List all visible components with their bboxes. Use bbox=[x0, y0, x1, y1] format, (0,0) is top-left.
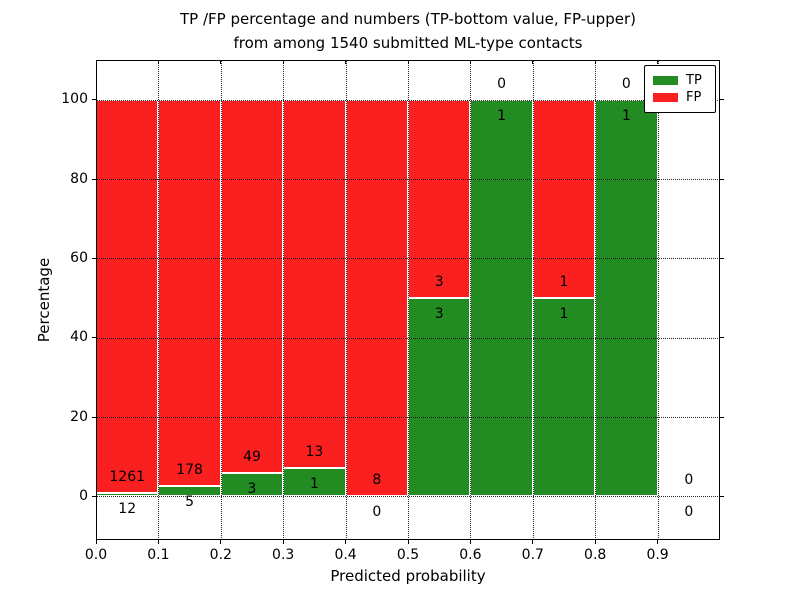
fp-count-label: 178 bbox=[176, 461, 203, 478]
fp-legend-label: FP bbox=[686, 90, 702, 105]
v-gridline bbox=[408, 60, 409, 540]
fp-bar-segment bbox=[158, 99, 221, 486]
tp-count-label: 1 bbox=[559, 306, 569, 323]
x-tick-label: 0.2 bbox=[209, 547, 232, 563]
tp-count-label: 1 bbox=[309, 476, 319, 493]
chart-title-line1: TP /FP percentage and numbers (TP-bottom… bbox=[180, 10, 636, 28]
fp-bar-segment bbox=[220, 99, 284, 474]
v-gridline bbox=[532, 60, 534, 540]
fp-bar-segment bbox=[283, 99, 346, 468]
v-gridline bbox=[220, 60, 222, 540]
x-tick-label: 0.1 bbox=[147, 547, 170, 563]
y-tick-label: 80 bbox=[70, 170, 88, 187]
fp-count-label: 1 bbox=[559, 274, 569, 291]
x-tick-label: 0.6 bbox=[459, 547, 482, 563]
v-gridline bbox=[470, 60, 472, 540]
y-tick-mark bbox=[92, 495, 96, 497]
x-tick-label: 0.5 bbox=[396, 547, 420, 563]
tp-count-label: 5 bbox=[185, 493, 195, 510]
fp-count-label: 3 bbox=[434, 274, 444, 291]
x-tick-mark bbox=[345, 540, 347, 544]
y-tick-label: 100 bbox=[61, 91, 88, 108]
x-tick-mark bbox=[220, 540, 222, 544]
fp-count-label: 13 bbox=[305, 444, 324, 461]
tp-bar-segment bbox=[283, 468, 346, 497]
tp-count-label: 1 bbox=[497, 107, 507, 124]
y-tick-label: 20 bbox=[70, 408, 88, 425]
x-tick-mark bbox=[95, 540, 97, 544]
v-gridline bbox=[595, 60, 597, 540]
y-tick-mark bbox=[92, 416, 96, 418]
fp-bar-segment bbox=[96, 99, 159, 493]
y-tick-label: 60 bbox=[70, 249, 88, 266]
y-tick-mark-right bbox=[720, 178, 724, 180]
y-tick-mark bbox=[92, 178, 96, 180]
x-tick-label: 0.7 bbox=[521, 547, 544, 563]
v-gridline bbox=[283, 60, 285, 540]
x-tick-label: 0.8 bbox=[584, 547, 607, 563]
fp-count-label: 0 bbox=[684, 472, 694, 489]
fp-count-label: 8 bbox=[372, 472, 382, 489]
bar-labels-layer: 1261 12 178 5 49 3 13 1 8 0 3 3 0 1 1 1 0 1 0 0 bbox=[96, 60, 720, 540]
bars-layer bbox=[96, 60, 720, 540]
tp-count-label: 0 bbox=[684, 504, 694, 521]
x-tick-mark bbox=[157, 540, 159, 544]
y-tick-mark-right bbox=[720, 257, 724, 259]
y-tick-mark-right bbox=[720, 99, 724, 101]
fp-count-label: 0 bbox=[497, 75, 507, 92]
tp-legend-swatch bbox=[653, 76, 678, 85]
fp-bar-segment bbox=[345, 99, 408, 497]
legend-row-fp: FP bbox=[653, 89, 707, 106]
fp-legend-swatch bbox=[653, 93, 678, 102]
grid-layer bbox=[96, 60, 720, 540]
x-tick-mark bbox=[657, 540, 659, 544]
x-tick-mark bbox=[407, 540, 409, 544]
x-axis-label: Predicted probability bbox=[330, 567, 486, 585]
y-tick-mark bbox=[92, 257, 96, 259]
x-tick-label: 0.9 bbox=[646, 547, 669, 563]
x-tick-mark bbox=[532, 540, 534, 544]
y-tick-label: 0 bbox=[79, 487, 88, 504]
tp-legend-label: TP bbox=[686, 73, 702, 88]
tp-count-label: 1 bbox=[621, 107, 631, 124]
x-tick-label: 0.0 bbox=[84, 547, 108, 563]
tp-bar-segment bbox=[595, 99, 658, 497]
y-axis-label: Percentage bbox=[35, 257, 53, 343]
y-tick-mark-right bbox=[720, 416, 724, 418]
tp-bar-segment bbox=[532, 298, 596, 497]
fp-count-label: 49 bbox=[243, 449, 261, 466]
y-tick-mark-right bbox=[720, 337, 724, 339]
x-tick-label: 0.3 bbox=[272, 547, 295, 563]
plot-area: 1261 12 178 5 49 3 13 1 8 0 3 3 0 1 1 1 0 1 0 0 TP FP bbox=[96, 60, 720, 540]
x-tick-mark bbox=[594, 540, 596, 544]
tp-count-label: 3 bbox=[434, 306, 444, 323]
tp-count-label: 3 bbox=[247, 481, 257, 498]
x-tick-label: 0.4 bbox=[334, 547, 357, 563]
fp-count-label: 1261 bbox=[109, 468, 146, 485]
fp-count-label: 0 bbox=[621, 75, 631, 92]
y-tick-mark-right bbox=[720, 495, 724, 497]
v-gridline bbox=[158, 60, 160, 540]
v-gridline bbox=[345, 60, 347, 540]
legend-row-tp: TP bbox=[653, 72, 707, 89]
chart-title: TP /FP percentage and numbers (TP-bottom… bbox=[96, 7, 720, 55]
legend: TP FP bbox=[644, 65, 716, 113]
chart-title-line2: from among 1540 submitted ML-type contac… bbox=[233, 34, 583, 52]
y-tick-label: 40 bbox=[70, 329, 88, 346]
y-tick-mark bbox=[92, 337, 96, 339]
y-tick-mark bbox=[92, 99, 96, 101]
tp-count-label: 12 bbox=[118, 500, 137, 517]
x-tick-mark bbox=[469, 540, 471, 544]
tp-count-label: 0 bbox=[372, 504, 382, 521]
x-tick-mark bbox=[282, 540, 284, 544]
v-gridline bbox=[657, 60, 659, 540]
